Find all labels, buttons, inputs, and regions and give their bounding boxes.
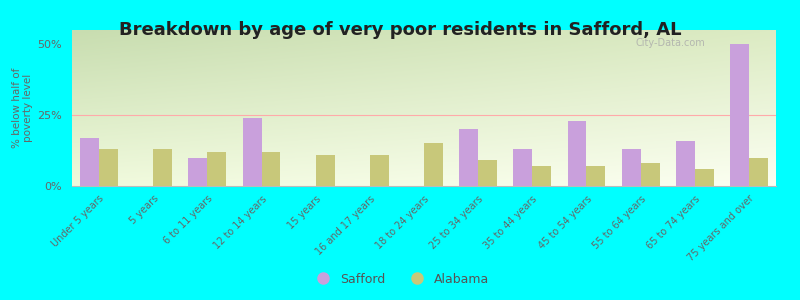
Text: City-Data.com: City-Data.com: [635, 38, 705, 48]
Bar: [80, 138, 99, 186]
Y-axis label: % below half of
poverty level: % below half of poverty level: [12, 68, 34, 148]
Bar: [641, 163, 659, 186]
Bar: [622, 149, 641, 186]
Bar: [154, 149, 172, 186]
Bar: [242, 118, 262, 186]
Bar: [370, 155, 389, 186]
Text: Breakdown by age of very poor residents in Safford, AL: Breakdown by age of very poor residents …: [118, 21, 682, 39]
Bar: [207, 152, 226, 186]
Bar: [99, 149, 118, 186]
Bar: [424, 143, 443, 186]
Bar: [189, 158, 207, 186]
Bar: [567, 121, 586, 186]
Bar: [262, 152, 281, 186]
Bar: [694, 169, 714, 186]
Bar: [586, 166, 606, 186]
Bar: [532, 166, 551, 186]
Legend: Safford, Alabama: Safford, Alabama: [306, 268, 494, 291]
Bar: [514, 149, 532, 186]
Bar: [478, 160, 497, 186]
Bar: [749, 158, 768, 186]
Bar: [316, 155, 334, 186]
Bar: [459, 129, 478, 186]
Bar: [676, 141, 694, 186]
Bar: [730, 44, 749, 186]
